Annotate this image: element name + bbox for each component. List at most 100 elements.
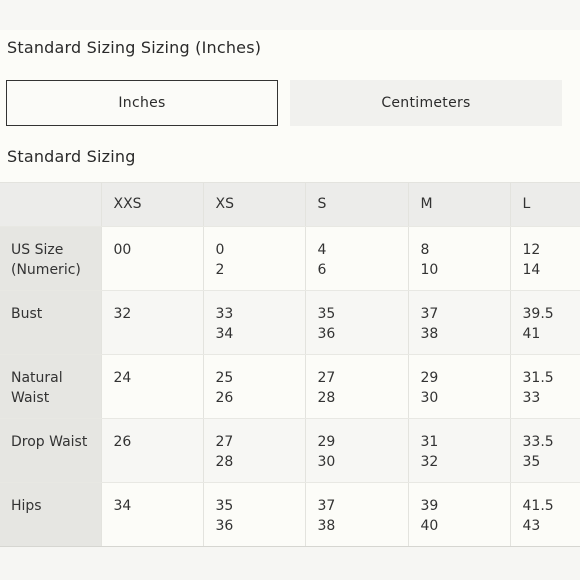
cell-value: 36: [215, 518, 234, 534]
cell-value: 35: [215, 498, 234, 514]
column-header-l: L: [510, 182, 580, 227]
cell-value: 30: [420, 390, 439, 406]
table-cell: 39 40: [408, 482, 511, 547]
cell-value: 00: [113, 242, 132, 258]
cell-value: 0: [215, 242, 225, 258]
table-cell: 29 30: [305, 418, 409, 483]
cell-value: 30: [317, 454, 336, 470]
table-cell: 37 38: [305, 482, 409, 547]
cell-value: 25: [215, 370, 234, 386]
top-strip: [0, 0, 580, 30]
table-cell: 35 36: [305, 290, 409, 355]
cell-value: 38: [420, 326, 439, 342]
table-cell: 33 34: [203, 290, 306, 355]
table-cell: 0 2: [203, 226, 306, 291]
row-label-line: Bust: [11, 306, 43, 322]
table-cell: 27 28: [305, 354, 409, 419]
row-label-line: Drop Waist: [11, 434, 88, 450]
column-header-m: M: [408, 182, 511, 227]
cell-value: 35: [522, 454, 541, 470]
table-cell: 32: [101, 290, 204, 355]
table-cell: 00: [101, 226, 204, 291]
cell-value: 10: [420, 262, 439, 278]
table-cell: 29 30: [408, 354, 511, 419]
cell-value: 29: [317, 434, 336, 450]
table-cell: 37 38: [408, 290, 511, 355]
row-label-line: Waist: [11, 390, 50, 406]
cell-value: 43: [522, 518, 541, 534]
cell-value: 26: [215, 390, 234, 406]
centimeters-button[interactable]: Centimeters: [290, 80, 562, 126]
table-cell: 31.5 33: [510, 354, 580, 419]
unit-toggle: Inches Centimeters: [6, 80, 562, 126]
inches-button[interactable]: Inches: [6, 80, 278, 126]
cell-value: 39.5: [522, 306, 554, 322]
cell-value: 37: [420, 306, 439, 322]
cell-value: 34: [113, 498, 132, 514]
cell-value: 36: [317, 326, 336, 342]
cell-value: 31.5: [522, 370, 554, 386]
page-title: Standard Sizing Sizing (Inches): [7, 38, 262, 57]
table-header-row: XXS XS S M L: [0, 182, 580, 227]
table-cell: 12 14: [510, 226, 580, 291]
cell-value: 4: [317, 242, 327, 258]
cell-value: 33: [215, 306, 234, 322]
table-cell: 41.5 43: [510, 482, 580, 547]
row-label-line: Natural: [11, 370, 63, 386]
table-cell: 25 26: [203, 354, 306, 419]
column-header-xs: XS: [203, 182, 306, 227]
table-cell: 26: [101, 418, 204, 483]
cell-value: 27: [215, 434, 234, 450]
size-chart-table: XXS XS S M L US Size (Numeric) 00 0 2 4 …: [0, 182, 580, 547]
table-row: Hips 34 35 36 37 38 39 40 41.5 43: [0, 482, 580, 547]
cell-value: 31: [420, 434, 439, 450]
column-header-s: S: [305, 182, 409, 227]
row-label-bust: Bust: [0, 290, 102, 355]
cell-value: 37: [317, 498, 336, 514]
table-cell: 31 32: [408, 418, 511, 483]
row-label-line: US Size: [11, 242, 64, 258]
cell-value: 28: [215, 454, 234, 470]
table-cell: 34: [101, 482, 204, 547]
cell-value: 8: [420, 242, 430, 258]
row-label-natural-waist: Natural Waist: [0, 354, 102, 419]
cell-value: 33: [522, 390, 541, 406]
table-cell: 39.5 41: [510, 290, 580, 355]
cell-value: 24: [113, 370, 132, 386]
column-header-xxs: XXS: [101, 182, 204, 227]
table-row: Drop Waist 26 27 28 29 30 31 32 33.5 35: [0, 418, 580, 483]
cell-value: 41.5: [522, 498, 554, 514]
row-label-us-size: US Size (Numeric): [0, 226, 102, 291]
cell-value: 26: [113, 434, 132, 450]
cell-value: 41: [522, 326, 541, 342]
cell-value: 27: [317, 370, 336, 386]
row-label-line: Hips: [11, 498, 42, 514]
row-label-drop-waist: Drop Waist: [0, 418, 102, 483]
table-cell: 35 36: [203, 482, 306, 547]
table-cell: 24: [101, 354, 204, 419]
cell-value: 39: [420, 498, 439, 514]
cell-value: 35: [317, 306, 336, 322]
table-row: Natural Waist 24 25 26 27 28 29 30 31.5 …: [0, 354, 580, 419]
cell-value: 40: [420, 518, 439, 534]
cell-value: 29: [420, 370, 439, 386]
cell-value: 2: [215, 262, 225, 278]
cell-value: 14: [522, 262, 541, 278]
cell-value: 6: [317, 262, 327, 278]
table-cell: 27 28: [203, 418, 306, 483]
table-row: US Size (Numeric) 00 0 2 4 6 8 10 12 14: [0, 226, 580, 291]
cell-value: 38: [317, 518, 336, 534]
section-heading: Standard Sizing: [7, 147, 136, 166]
cell-value: 32: [420, 454, 439, 470]
table-cell: 4 6: [305, 226, 409, 291]
cell-value: 33.5: [522, 434, 554, 450]
table-corner-cell: [0, 182, 102, 227]
cell-value: 34: [215, 326, 234, 342]
table-row: Bust 32 33 34 35 36 37 38 39.5 41: [0, 290, 580, 355]
row-label-line: (Numeric): [11, 262, 81, 278]
table-cell: 8 10: [408, 226, 511, 291]
cell-value: 28: [317, 390, 336, 406]
cell-value: 32: [113, 306, 132, 322]
table-cell: 33.5 35: [510, 418, 580, 483]
bottom-strip: [0, 547, 580, 580]
